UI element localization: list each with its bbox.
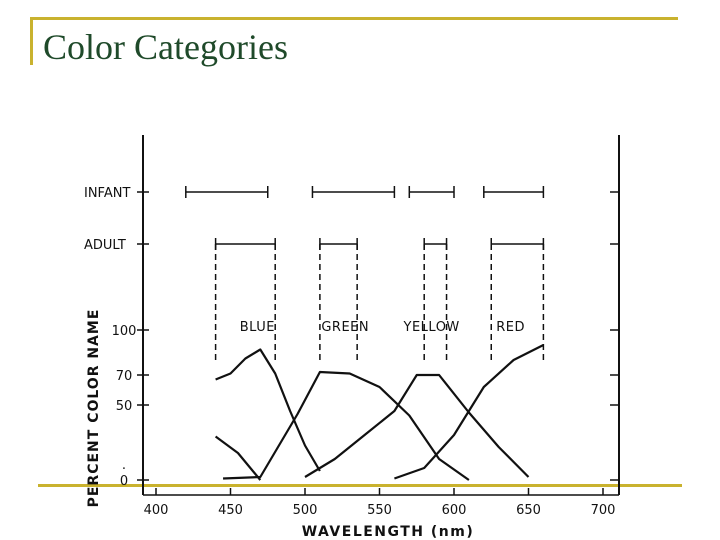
y-tick-label: 0 [120,474,128,489]
series-curve-blue [215,348,321,472]
slide-bottom-rule [38,484,682,487]
y-extra-label: . [122,458,126,473]
title-frame-left-rule [30,17,33,65]
series-curve-unlabeled [214,435,262,481]
title-frame-top-rule [30,17,678,20]
series-label-yellow: YELLOW [403,320,460,335]
x-tick-label: 700 [591,503,616,518]
x-tick-label: 450 [218,503,243,518]
row-label-adult: ADULT [84,238,126,253]
series-curve-yellow [304,373,530,478]
x-tick-label: 650 [516,503,541,518]
y-axis-label: PERCENT COLOR NAME [86,309,102,508]
y-tick-label: 100 [112,324,137,339]
x-tick-label: 550 [367,503,392,518]
series-label-red: RED [496,320,525,335]
row-label-infant: INFANT [84,186,130,201]
x-axis-label: WAVELENGTH (nm) [302,524,475,540]
series-label-green: GREEN [321,320,369,335]
y-tick-label: 70 [116,369,133,384]
x-tick-label: 600 [442,503,467,518]
y-tick-label: 50 [116,399,133,414]
slide-title: Color Categories [43,27,288,67]
series-curve-green [223,370,470,481]
x-tick-label: 400 [144,503,169,518]
series-label-blue: BLUE [240,320,275,335]
x-tick-label: 500 [293,503,318,518]
series-curve-red [394,344,544,480]
